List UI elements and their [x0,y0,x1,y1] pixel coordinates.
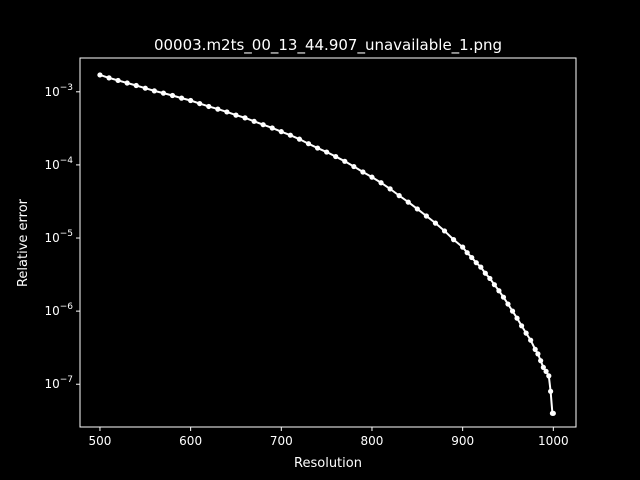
data-point [528,337,534,343]
y-tick-exponent: −3 [60,83,73,93]
data-point [333,153,339,160]
x-tick-label: 600 [179,434,202,448]
plot-frame [79,57,577,428]
data-point [224,109,230,115]
data-point [546,373,552,379]
data-point [550,410,556,416]
y-tick-base: 10 [44,304,59,318]
x-axis-label: Resolution [294,456,362,471]
data-point [538,358,544,364]
y-tick-base: 10 [44,377,59,391]
data-point [414,206,420,212]
x-tick-label: 800 [361,434,384,448]
y-axis-label: Relative error [16,198,31,287]
x-tick-label: 700 [270,434,293,448]
data-point [535,351,541,357]
data-point [178,95,185,101]
data-point [151,88,157,94]
y-axis-ticks: 10−710−610−510−410−3 [44,83,80,391]
data-point [460,244,466,250]
data-point [540,364,546,370]
data-point [396,193,402,199]
data-point [514,315,520,321]
y-tick-exponent: −4 [60,156,74,166]
y-tick-exponent: −5 [60,229,73,239]
data-point [387,186,393,192]
data-point [215,106,221,112]
data-point [97,72,103,78]
data-point [242,115,248,121]
y-tick-base: 10 [44,231,59,245]
data-point [487,275,493,282]
data-point [450,237,457,243]
data-point [188,97,194,104]
data-point [260,122,266,128]
data-point [464,250,470,256]
y-tick-exponent: −7 [60,375,73,385]
data-point [169,92,176,99]
data-point [543,368,549,374]
x-tick-label: 900 [451,434,474,448]
data-point [106,75,112,81]
data-point [342,158,348,164]
data-point [432,220,439,226]
data-point [496,288,502,294]
data-point [369,174,375,180]
data-point [405,199,411,205]
data-point [251,118,257,124]
data-point [278,129,284,135]
data-point [509,308,516,314]
y-tick-label: 10−4 [44,156,73,172]
data-point [482,270,488,276]
data-point [314,145,321,151]
y-tick-base: 10 [44,85,59,99]
data-points [97,72,556,416]
data-point [305,141,312,147]
data-point [500,294,507,300]
data-point [378,180,384,186]
data-point [360,169,366,175]
x-tick-label: 1000 [538,434,569,448]
data-point [491,282,497,288]
y-tick-label: 10−5 [44,229,73,245]
y-tick-label: 10−6 [44,302,73,318]
data-point [269,125,275,131]
data-point [478,264,484,270]
data-point [287,132,293,138]
data-point [324,149,330,155]
data-point [548,388,554,394]
data-point [423,213,429,219]
x-tick-label: 500 [88,434,111,448]
y-tick-base: 10 [44,158,59,172]
data-point [505,301,511,307]
y-tick-exponent: −6 [60,302,74,312]
data-point [523,330,529,336]
data-point [160,90,167,96]
data-point [469,254,475,261]
y-tick-label: 10−7 [44,375,73,391]
y-tick-label: 10−3 [44,83,73,99]
data-point [296,136,303,142]
data-point [115,77,121,84]
data-point [133,82,139,89]
data-point [233,112,239,118]
data-point [351,163,357,170]
x-axis-ticks: 500 600 700 800 900 1000 [88,427,569,448]
data-point [197,100,203,107]
data-point [473,260,479,266]
chart-title: 00003.m2ts_00_13_44.907_unavailable_1.pn… [154,36,502,55]
data-point [206,103,212,110]
data-point [142,85,148,91]
data-point [532,346,538,352]
data-point [441,228,448,234]
data-point [518,323,525,329]
data-point [124,80,130,86]
